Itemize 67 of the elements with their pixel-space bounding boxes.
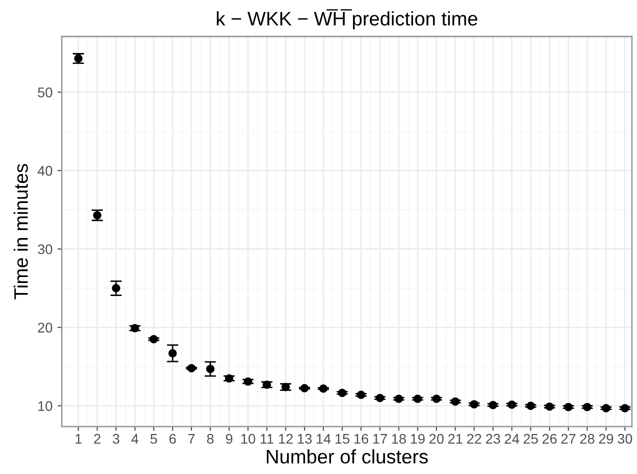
x-axis-title: Number of clusters [266,449,428,464]
point [526,402,535,410]
point [130,324,140,332]
x-tick-label: 24 [504,434,520,444]
point [300,384,309,392]
point [394,394,403,403]
x-tick-label: 5 [150,434,158,444]
x-tick-label: 19 [410,434,425,444]
point [620,404,630,412]
x-tick-label: 3 [112,434,120,444]
x-tick-label: 22 [467,434,482,444]
point [319,384,328,393]
y-tick-label: 20 [38,322,52,333]
point [564,402,573,412]
point [583,402,592,412]
point [262,380,272,389]
x-tick-label: 2 [94,434,100,444]
x-tick-label: 25 [524,434,538,444]
y-tick-label: 40 [38,166,52,176]
point [451,397,460,406]
x-tick-label: 8 [207,434,214,444]
x-tick-label: 15 [336,434,350,444]
x-tick-label: 29 [599,434,614,444]
x-tick-label: 7 [188,434,195,444]
point [150,335,158,344]
point [432,394,441,403]
point [376,394,384,402]
point [244,377,252,386]
point [338,388,346,398]
point [187,364,196,372]
point [224,374,234,383]
x-tick-label: 11 [260,434,274,444]
x-tick-label: 28 [580,434,594,444]
point [93,211,102,220]
x-tick-label: 6 [169,434,176,444]
chart-title: k − WKK − W̅H̅ prediction time [216,9,478,30]
y-tick-label: 50 [38,88,52,98]
x-tick-label: 17 [373,434,387,444]
point [356,390,366,400]
x-tick-label: 27 [561,434,576,444]
point [413,394,422,403]
x-tick-label: 23 [486,434,500,444]
point [206,364,214,374]
x-tick-label: 14 [316,434,331,444]
y-tick-label: 10 [38,401,52,411]
x-tick-label: 1 [76,434,82,444]
y-axis-title: Time in minutes [14,164,28,300]
x-tick-label: 12 [279,434,293,444]
point [602,404,610,412]
point [112,284,120,292]
point [488,400,498,410]
y-tick-label: 30 [38,244,52,254]
x-tick-label: 4 [131,434,138,444]
x-tick-label: 18 [392,434,406,444]
x-tick-label: 16 [354,434,368,444]
point [545,402,554,411]
point [168,349,177,358]
x-tick-label: 20 [429,434,444,444]
x-tick-label: 10 [241,434,256,444]
point [508,400,516,409]
x-tick-label: 13 [298,434,312,444]
x-tick-label: 21 [448,434,462,444]
x-tick-label: 26 [542,434,557,444]
point [282,382,290,392]
x-tick-label: 30 [618,434,632,444]
point [470,400,478,408]
x-tick-label: 9 [226,434,232,444]
